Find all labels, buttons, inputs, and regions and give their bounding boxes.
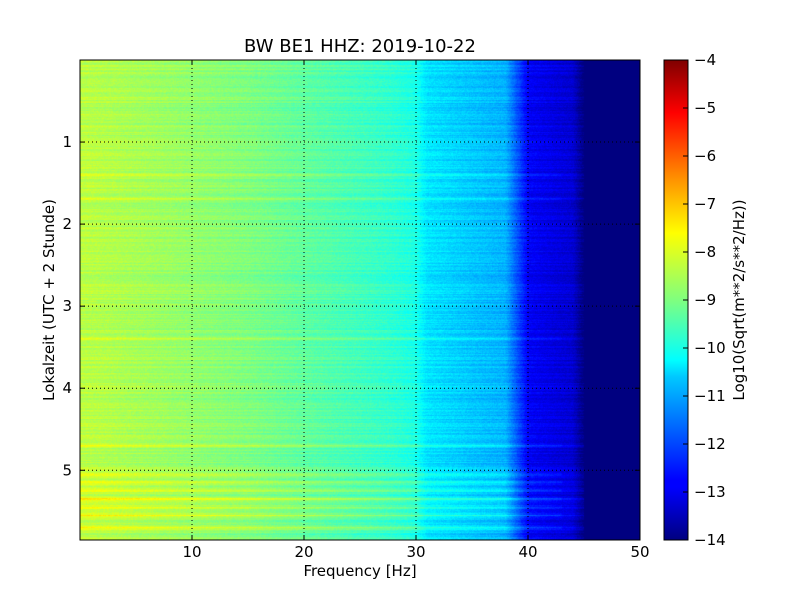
colorbar-tick-label: −14 [694,531,726,549]
colorbar-tick-label: −8 [694,243,716,261]
colorbar-tick-label: −9 [694,291,716,309]
y-axis-ticks: 1 2 3 4 5 [62,133,640,479]
colorbar-tick-label: −11 [694,387,726,405]
x-tick-label: 20 [294,543,313,561]
colorbar-label: Log10(Sqrt(m**2/s**2/Hz)) [730,199,748,400]
colorbar-ticks: −4 −5 −6 −7 −8 −9 −10 −11 −12 −13 −14 [683,51,726,549]
y-tick-label: 3 [62,297,72,315]
colorbar-tick-label: −7 [694,195,716,213]
y-tick-label: 2 [62,215,72,233]
colorbar-tick-label: −6 [694,147,716,165]
plot-frame [79,59,641,541]
y-tick-label: 1 [62,133,72,151]
x-axis-label: Frequency [Hz] [303,562,416,580]
grid-lines [80,60,640,540]
colorbar-tick-label: −10 [694,339,726,357]
x-tick-label: 40 [518,543,537,561]
chart-title: BW BE1 HHZ: 2019-10-22 [244,36,476,57]
x-tick-label: 10 [182,543,201,561]
spectrogram-heatmap [80,60,640,540]
y-tick-label: 4 [62,379,72,397]
colorbar: −4 −5 −6 −7 −8 −9 −10 −11 −12 −13 −14 Log10(Sqrt(m… [663,51,748,549]
x-axis-ticks: 10 20 30 40 50 [182,60,650,561]
plot-area: 10 20 30 40 50 1 2 3 4 5 [62,59,650,561]
x-tick-label: 50 [630,543,649,561]
colorbar-tick-label: −13 [694,483,726,501]
colorbar-tick-label: −5 [694,99,716,117]
y-axis-label: Lokalzeit (UTC + 2 Stunde) [40,199,58,401]
colorbar-tick-label: −4 [694,51,716,69]
y-tick-label: 5 [62,461,72,479]
x-tick-label: 30 [406,543,425,561]
colorbar-tick-label: −12 [694,435,726,453]
